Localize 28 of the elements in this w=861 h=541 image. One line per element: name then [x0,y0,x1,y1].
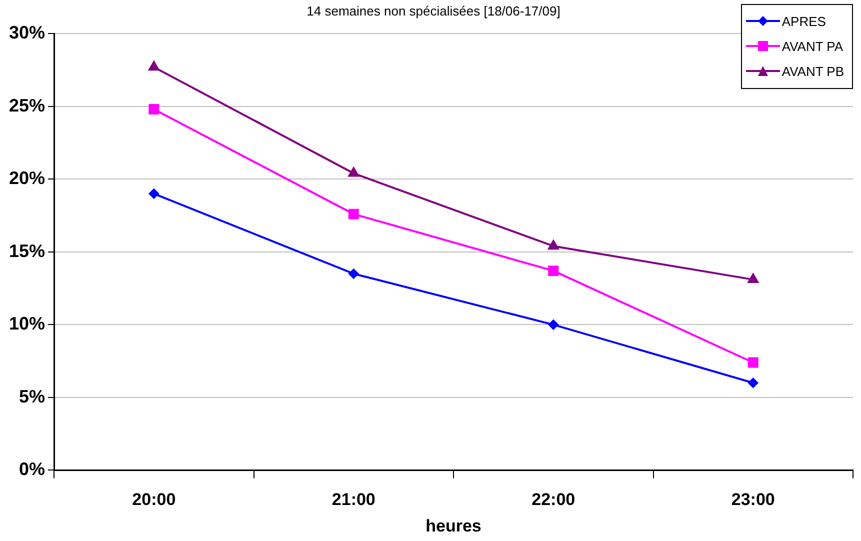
x-tick-label: 21:00 [332,490,376,510]
y-tick-label: 10% [8,314,46,334]
point [748,357,758,368]
point [148,104,160,115]
y-tick-label: 20% [8,168,46,188]
point [348,167,359,177]
point [548,240,559,250]
chart-title: 14 semaines non spécialisées [18/06-17/09] [306,3,560,18]
x-tick-label: 22:00 [532,490,576,510]
point [548,320,558,330]
point [748,274,758,284]
y-tick-label: 15% [8,240,46,261]
point [548,266,559,276]
y-tick-label: 30% [8,22,46,43]
point [148,188,159,199]
point [148,61,160,71]
x-axis-title: heures [426,516,482,536]
point [348,268,359,279]
point [348,208,359,220]
y-tick-label: 0% [19,459,46,480]
legend-label: AVANT PA [782,38,844,54]
legend-label: AVANT PB [782,64,844,79]
point [748,378,758,388]
x-tick-label: 23:00 [731,490,775,510]
x-tick-label: 20:00 [132,490,176,510]
legend-label: APRES [782,14,826,29]
y-tick-label: 5% [19,386,46,406]
y-tick-label: 25% [8,95,46,116]
